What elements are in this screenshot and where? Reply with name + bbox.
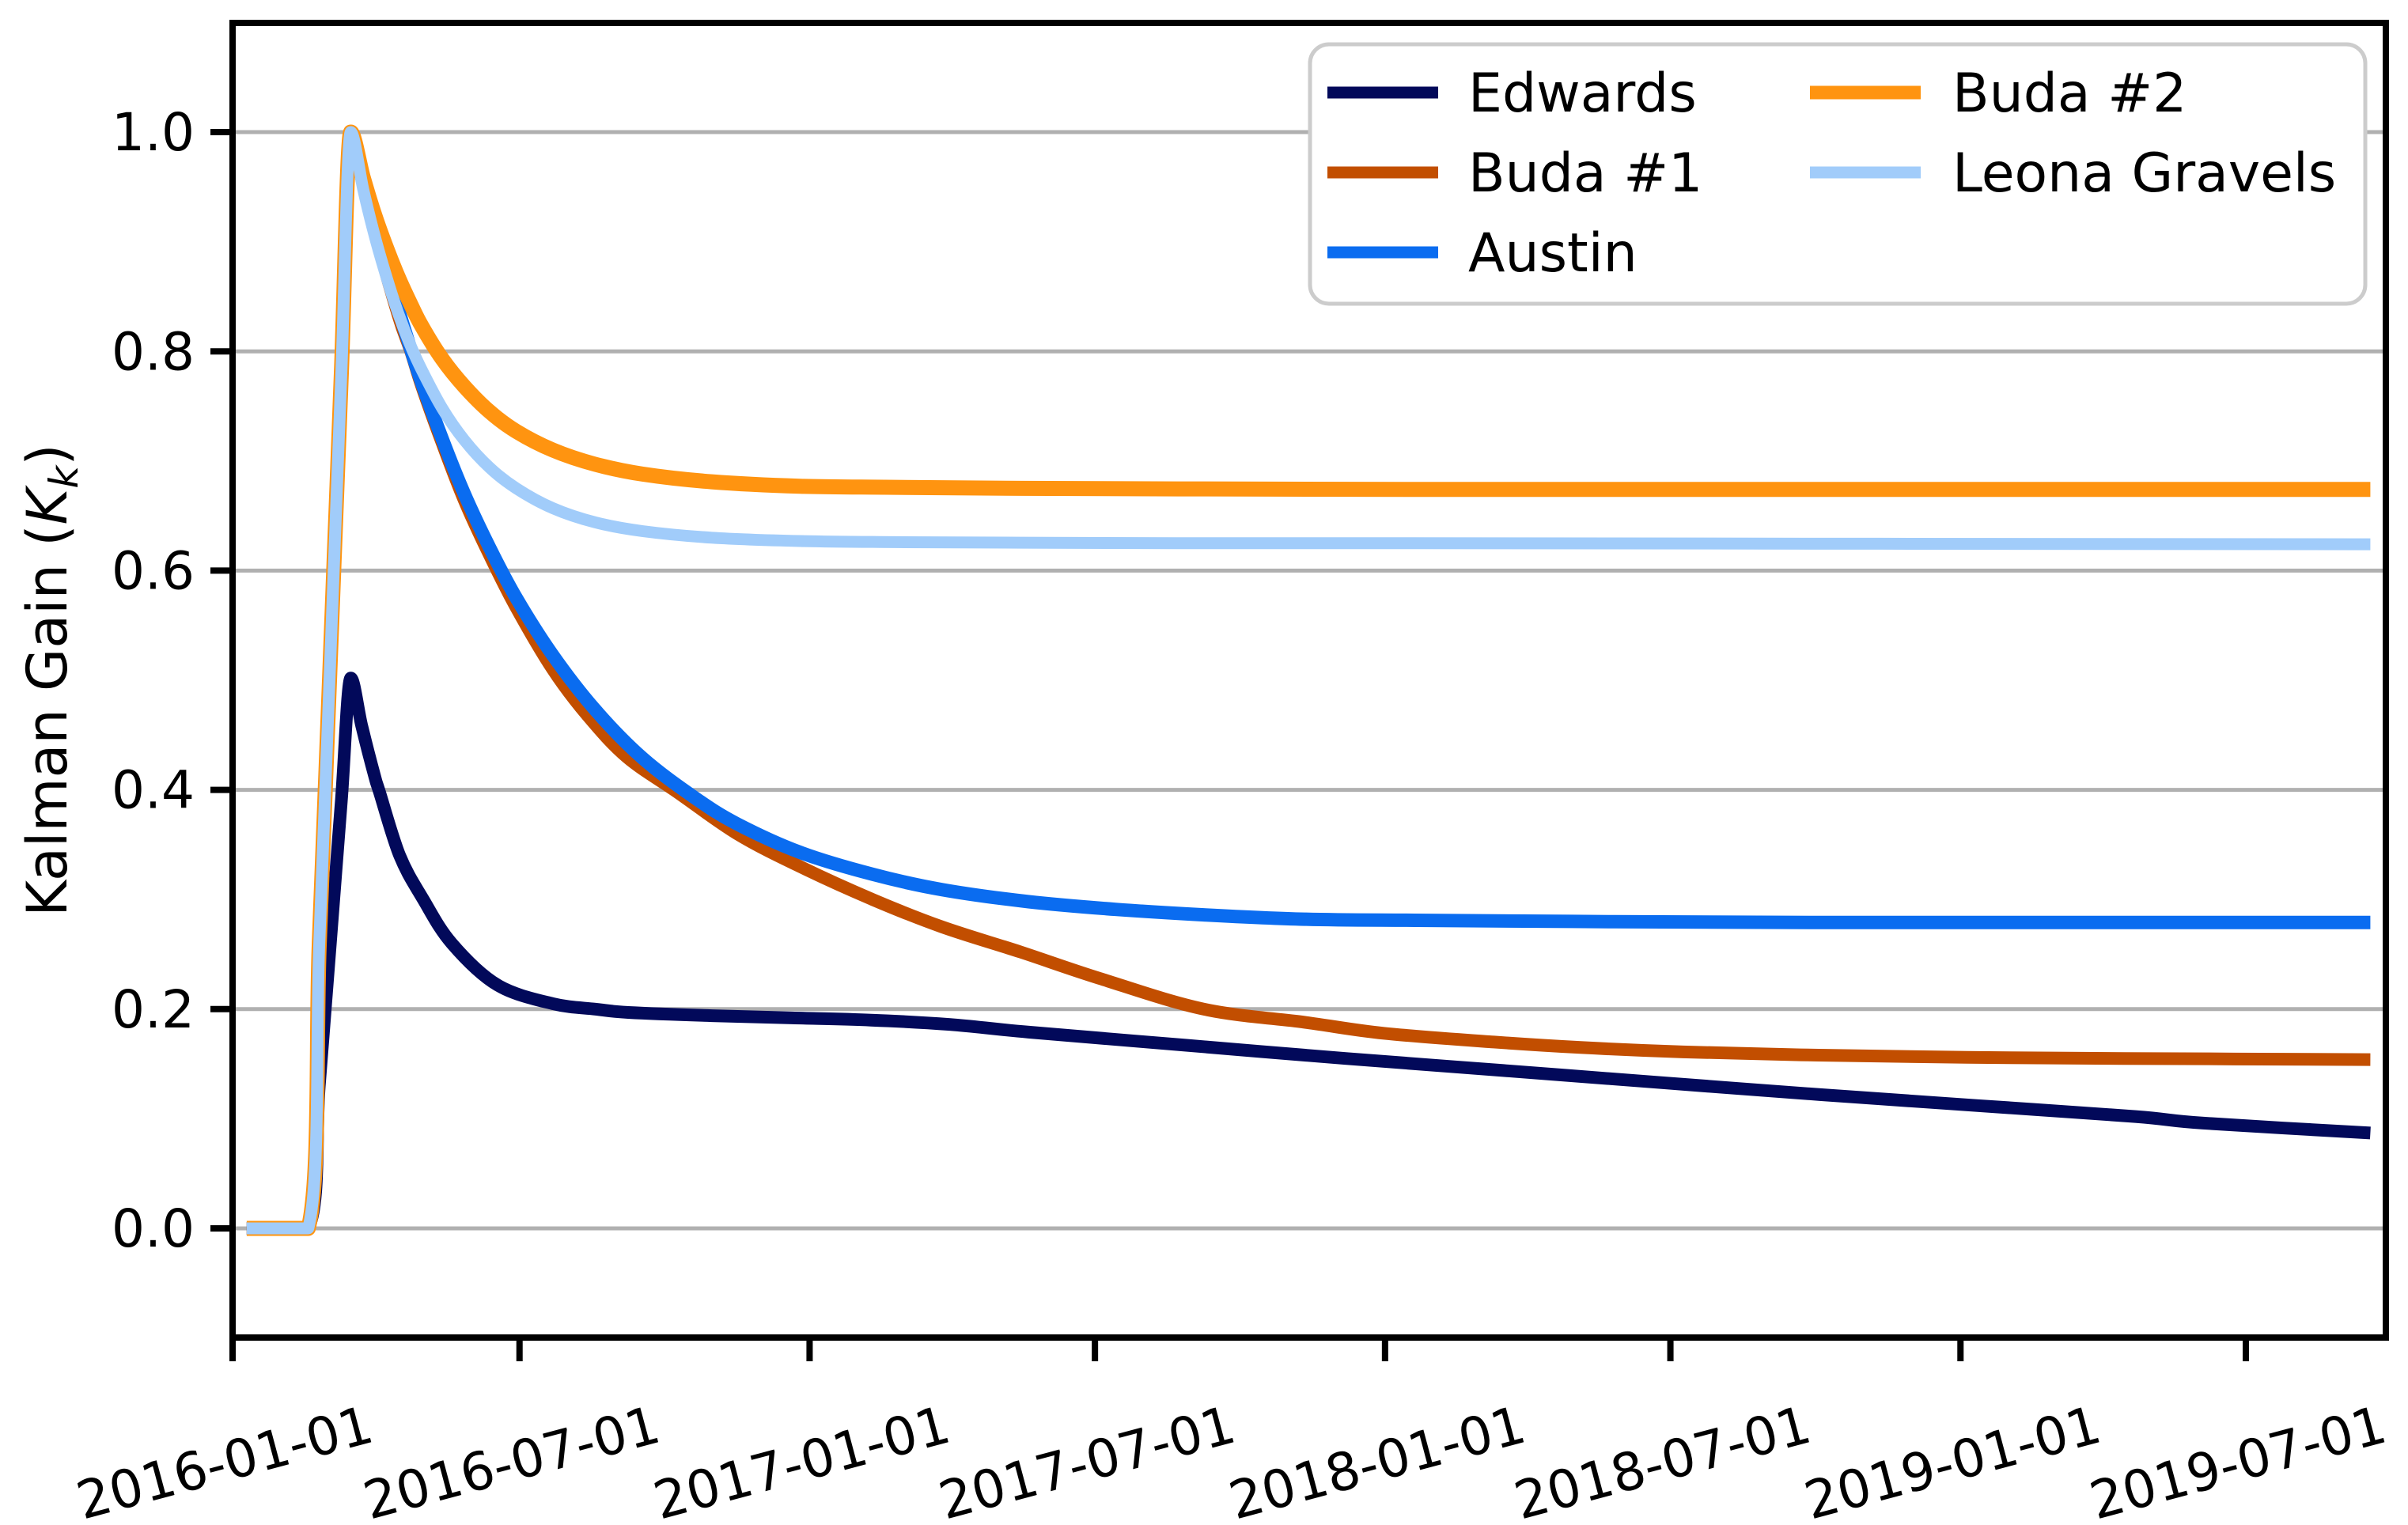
x-tick-label-2018-01-01: 2018-01-01 bbox=[1223, 1394, 1532, 1525]
legend-label-buda-1: Buda #1 bbox=[1468, 142, 1702, 205]
legend-label-edwards: Edwards bbox=[1468, 62, 1697, 125]
series-lines bbox=[246, 124, 2371, 1236]
x-tick-label-2016-01-01: 2016-01-01 bbox=[70, 1394, 379, 1525]
x-tick-label-2017-07-01: 2017-07-01 bbox=[933, 1394, 1241, 1525]
x-tick-label-2016-07-01: 2016-07-01 bbox=[358, 1394, 666, 1525]
y-tick-label-0.4: 0.4 bbox=[112, 760, 195, 821]
y-tick-label-0.6: 0.6 bbox=[112, 541, 195, 602]
y-tick-label-0.2: 0.2 bbox=[112, 979, 195, 1040]
x-axis-ticks bbox=[229, 1341, 2249, 1361]
y-tick-label-1.0: 1.0 bbox=[112, 102, 195, 163]
legend: Edwards Buda #1 Austin Buda #2 Leona Gravels bbox=[1308, 42, 2368, 306]
y-axis-tick-labels: 0.0 0.2 0.4 0.6 0.8 1.0 bbox=[112, 102, 195, 1259]
x-tick-label-2019-01-01: 2019-01-01 bbox=[1798, 1394, 2107, 1525]
plot-spines bbox=[229, 20, 2389, 1341]
y-axis-ticks bbox=[210, 129, 229, 1232]
x-tick-label-2018-07-01: 2018-07-01 bbox=[1509, 1394, 1817, 1525]
y-tick-label-0.0: 0.0 bbox=[112, 1198, 195, 1259]
series-line-edwards bbox=[246, 672, 2371, 1235]
x-tick-label-2019-07-01: 2019-07-01 bbox=[2084, 1394, 2392, 1525]
plot-border bbox=[229, 20, 2389, 1341]
y-axis-label-var: K bbox=[15, 484, 80, 524]
x-tick-label-2017-01-01: 2017-01-01 bbox=[647, 1394, 956, 1525]
y-axis-label-prefix: Kalman Gain ( bbox=[15, 524, 80, 916]
y-axis-label-sub: k bbox=[41, 464, 87, 489]
legend-label-leona-gravels: Leona Gravels bbox=[1952, 142, 2336, 205]
y-axis-label-suffix: ) bbox=[15, 444, 80, 465]
legend-label-buda-2: Buda #2 bbox=[1952, 62, 2187, 125]
series-line-leona-gravels bbox=[246, 126, 2371, 1235]
y-axis-label: Kalman Gain (Kk) bbox=[15, 444, 87, 916]
legend-label-austin: Austin bbox=[1468, 222, 1638, 285]
x-axis-tick-labels: 2016-01-012016-07-012017-01-012017-07-01… bbox=[70, 1394, 2392, 1525]
y-tick-label-0.8: 0.8 bbox=[112, 321, 195, 382]
